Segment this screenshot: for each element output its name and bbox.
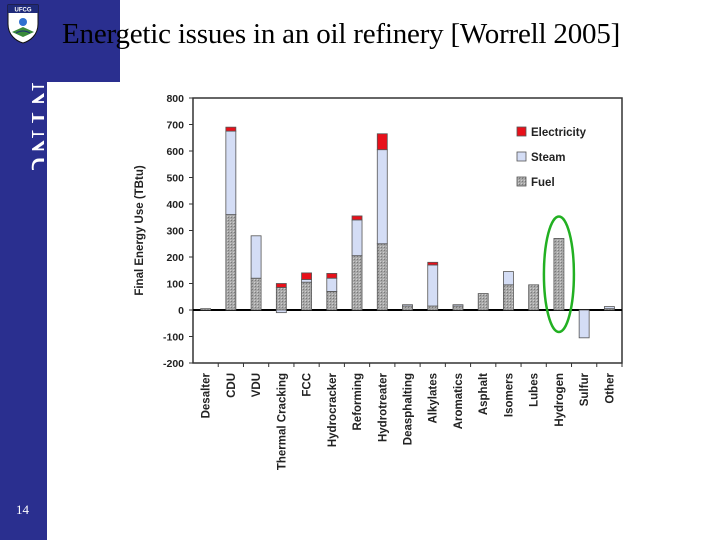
- energy-use-chart: 800 700 600 500 400 300 200 100 0 -100 -200 Final E…: [134, 93, 623, 470]
- bar-steam-8: [402, 304, 413, 307]
- category-label: Deasphalting: [403, 373, 415, 445]
- bar-electricity-7: [376, 133, 388, 151]
- legend-label-fuel: Fuel: [531, 177, 555, 189]
- bar-fuel-2: [250, 277, 262, 311]
- category-label: Thermal Cracking: [276, 373, 288, 470]
- highlight-ellipse: [542, 215, 576, 334]
- legend-swatch-electricity: [516, 126, 527, 137]
- bar-steam-5: [326, 277, 338, 292]
- bar-fuel-3: [275, 287, 287, 311]
- sidebar: [0, 0, 47, 540]
- bar-electricity-1: [225, 126, 237, 132]
- bar-fuel-9: [427, 305, 439, 311]
- bar-fuel-11: [477, 293, 489, 311]
- bar-electricity-5: [326, 273, 338, 279]
- legend-label-steam: Steam: [531, 152, 566, 164]
- bar-steam-12: [503, 271, 514, 286]
- category-label: Hydrocracker: [327, 372, 339, 447]
- category-label: Alkylates: [428, 373, 440, 424]
- plot-area: 800 700 600 500 400 300 200 100 0 -100 -200 Final E…: [134, 93, 623, 470]
- category-label: Sulfur: [579, 372, 591, 406]
- bar-electricity-6: [351, 215, 363, 221]
- slide-title: Energetic issues in an oil refinery [Wor…: [62, 18, 621, 50]
- ntnu-text: NTNU: [24, 82, 44, 170]
- legend-label-electricity: Electricity: [531, 127, 587, 139]
- category-label: CDU: [226, 373, 238, 398]
- bar-fuel-13: [528, 284, 540, 311]
- bar-fuel-1: [225, 214, 237, 311]
- category-label: Isomers: [503, 373, 515, 417]
- bar-fuel-4: [301, 281, 312, 311]
- bar-electricity-9: [427, 261, 439, 266]
- category-label: VDU: [251, 373, 263, 397]
- bar-steam-7: [376, 149, 388, 245]
- y-tick-label: -100: [163, 332, 184, 344]
- y-tick-label: 400: [166, 199, 184, 211]
- bar-steam-2: [250, 235, 262, 279]
- bar-fuel-10: [452, 305, 464, 311]
- y-tick-label: 700: [166, 120, 184, 132]
- legend-swatch-fuel: [516, 176, 527, 187]
- category-label: Lubes: [529, 373, 541, 407]
- bar-steam-3: [275, 309, 287, 314]
- bar-steam-6: [351, 219, 363, 257]
- y-tick-label: 300: [166, 226, 184, 238]
- bar-steam-10: [452, 304, 464, 307]
- category-label: Hydrotreater: [377, 372, 389, 442]
- category-label: FCC: [302, 373, 314, 397]
- bar-fuel-7: [376, 243, 388, 311]
- page-number: 14: [16, 502, 29, 517]
- y-tick-label: 200: [166, 252, 184, 264]
- logo-text: UFCG: [15, 8, 32, 14]
- y-tick-label: 600: [166, 146, 184, 158]
- category-label: Aromatics: [453, 373, 465, 429]
- y-tick-label: 0: [178, 305, 184, 317]
- legend-swatch-steam: [516, 151, 527, 162]
- bar-fuel-0: [200, 308, 212, 311]
- category-label: Reforming: [352, 373, 364, 431]
- category-label: Other: [604, 372, 616, 403]
- bar-fuel-12: [503, 284, 514, 311]
- bar-steam-16: [603, 306, 615, 310]
- bar-steam-1: [225, 130, 237, 215]
- y-tick-label: -200: [163, 358, 184, 370]
- category-label: Asphalt: [478, 373, 490, 415]
- bar-fuel-14: [553, 238, 565, 311]
- ntnu-side-logo: NTNU: [24, 82, 44, 170]
- bar-fuel-5: [326, 291, 338, 311]
- bar-fuel-6: [351, 255, 363, 311]
- bar-fuel-15: [578, 309, 590, 339]
- university-logo: UFCG: [7, 4, 39, 44]
- y-tick-label: 500: [166, 173, 184, 185]
- y-tick-label: 100: [166, 279, 184, 291]
- category-label: Desalter: [201, 372, 213, 418]
- y-axis-label: Final Energy Use (TBtu): [134, 165, 146, 296]
- bar-electricity-4: [301, 272, 312, 280]
- category-label: Hydrogen: [554, 373, 566, 427]
- y-tick-label: 800: [166, 93, 184, 105]
- bar-electricity-3: [275, 283, 287, 288]
- bar-steam-9: [427, 264, 439, 307]
- bar-fuel-8: [402, 305, 413, 311]
